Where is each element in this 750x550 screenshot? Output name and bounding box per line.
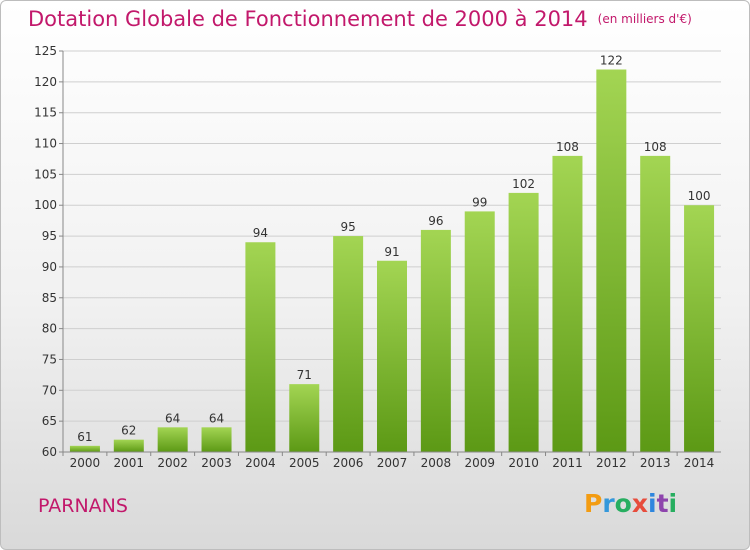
y-tick-label: 95	[42, 229, 57, 243]
chart-subtitle: (en milliers d'€)	[597, 12, 692, 26]
y-tick-label: 75	[42, 352, 57, 366]
bar-2001	[113, 439, 144, 452]
bar-value-label: 64	[165, 411, 180, 425]
y-tick-label: 125	[34, 44, 57, 58]
bar-value-label: 108	[556, 140, 579, 154]
x-tick-label: 2014	[684, 456, 715, 470]
y-tick-label: 100	[34, 198, 57, 212]
bar-2004	[245, 242, 276, 452]
bar-value-label: 61	[77, 430, 92, 444]
y-tick-label: 80	[42, 322, 57, 336]
x-tick-label: 2002	[157, 456, 188, 470]
chart-title: Dotation Globale de Fonctionnement de 20…	[28, 7, 692, 31]
x-tick-label: 2009	[464, 456, 495, 470]
bar-2008	[420, 229, 451, 452]
bar-value-label: 94	[253, 226, 268, 240]
x-tick-label: 2005	[289, 456, 320, 470]
bar-2014	[684, 205, 715, 452]
bar-value-label: 64	[209, 411, 224, 425]
bar-2000	[69, 445, 100, 452]
y-tick-label: 60	[42, 445, 57, 459]
y-tick-label: 110	[34, 137, 57, 151]
bar-2011	[552, 155, 583, 452]
bar-value-label: 96	[428, 214, 443, 228]
bar-value-label: 108	[644, 140, 667, 154]
bar-value-label: 62	[121, 424, 136, 438]
y-tick-label: 115	[34, 106, 57, 120]
x-tick-label: 2008	[421, 456, 452, 470]
x-tick-label: 2000	[70, 456, 101, 470]
bar-2005	[289, 384, 320, 452]
y-tick-label: 85	[42, 291, 57, 305]
bar-2006	[333, 236, 364, 452]
bar-2007	[377, 260, 407, 452]
x-tick-label: 2006	[333, 456, 364, 470]
bar-2002	[157, 427, 188, 452]
x-tick-label: 2001	[114, 456, 145, 470]
bar-value-label: 122	[600, 54, 623, 68]
x-tick-label: 2007	[377, 456, 408, 470]
chart-title-text: Dotation Globale de Fonctionnement de 20…	[28, 7, 588, 31]
bar-value-label: 99	[472, 195, 487, 209]
x-tick-label: 2010	[508, 456, 539, 470]
bar-2003	[201, 427, 232, 452]
x-tick-label: 2011	[552, 456, 583, 470]
x-tick-label: 2013	[640, 456, 671, 470]
y-tick-label: 70	[42, 383, 57, 397]
bar-value-label: 102	[512, 177, 535, 191]
x-tick-label: 2003	[201, 456, 232, 470]
bar-2010	[508, 192, 539, 452]
y-tick-label: 90	[42, 260, 57, 274]
bar-2013	[640, 155, 671, 452]
bar-value-label: 71	[297, 368, 312, 382]
proxiti-logo: Proxiti	[584, 489, 678, 518]
bar-2009	[464, 211, 495, 452]
x-tick-label: 2012	[596, 456, 627, 470]
bar-value-label: 91	[384, 245, 399, 259]
bar-value-label: 100	[688, 189, 711, 203]
y-tick-label: 105	[34, 167, 57, 181]
y-tick-label: 120	[34, 75, 57, 89]
bar-2012	[596, 69, 627, 452]
commune-name: PARNANS	[38, 495, 128, 517]
x-tick-label: 2004	[245, 456, 276, 470]
y-tick-label: 65	[42, 414, 57, 428]
bar-value-label: 95	[340, 220, 355, 234]
